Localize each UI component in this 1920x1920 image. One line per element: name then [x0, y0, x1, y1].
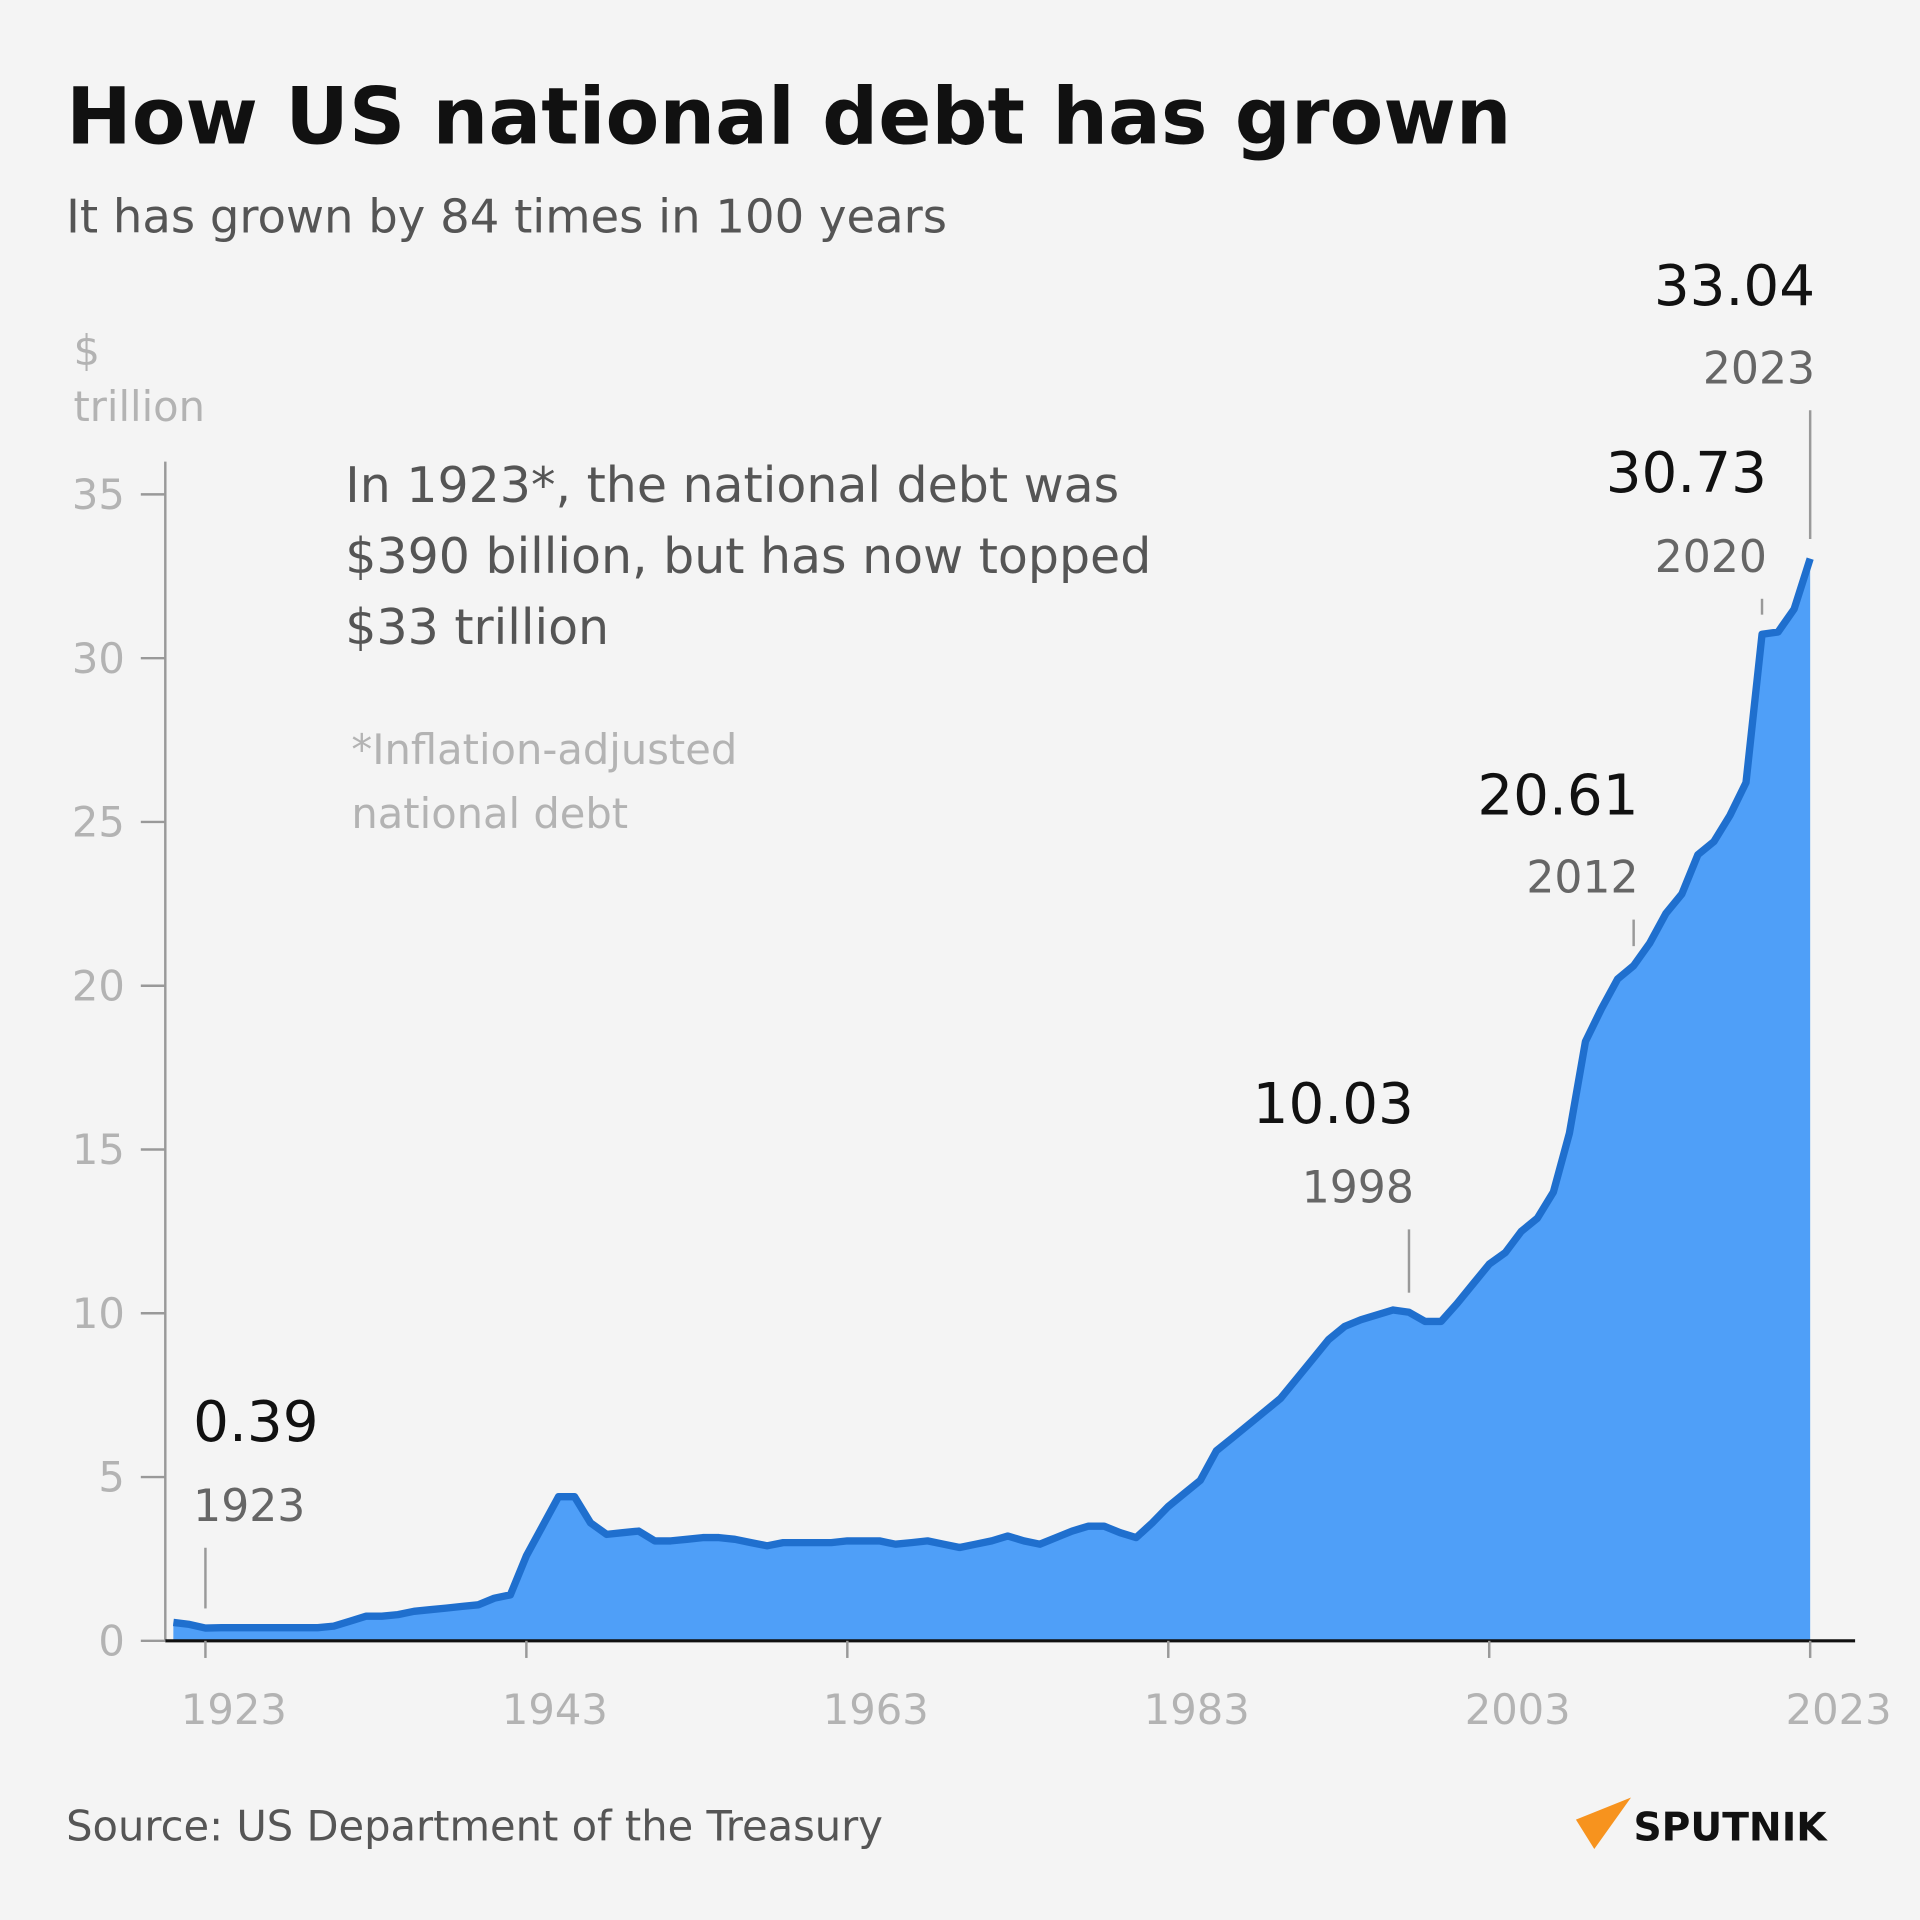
y-tick-label: 35	[72, 470, 125, 519]
x-tick-label: 1983	[1144, 1685, 1250, 1734]
y-tick-label: 15	[72, 1125, 125, 1174]
annotation-value: 0.39	[193, 1390, 318, 1455]
y-tick-label: 25	[72, 798, 125, 847]
note: $390 billion, but has now topped	[345, 528, 1151, 585]
footnote: *Inflation-adjusted	[351, 725, 737, 774]
chart-title: How US national debt has grown	[66, 71, 1511, 162]
y-tick-label: 10	[72, 1289, 125, 1338]
x-tick-label: 1963	[823, 1685, 929, 1734]
y-tick-label: 30	[72, 634, 125, 683]
x-tick-label: 2023	[1786, 1685, 1892, 1734]
annotation-value: 30.73	[1606, 441, 1767, 506]
brand-icon	[1575, 1797, 1632, 1849]
y-axis-label: $	[73, 326, 99, 375]
x-tick-label: 1923	[181, 1685, 287, 1734]
chart-subtitle: It has grown by 84 times in 100 years	[66, 190, 947, 244]
note: $33 trillion	[345, 599, 609, 656]
y-axis-label: trillion	[73, 382, 205, 431]
y-tick-label: 20	[72, 961, 125, 1010]
annotation-year: 2012	[1526, 853, 1638, 904]
source: Source: US Department of the Treasury	[66, 1801, 883, 1850]
area	[173, 558, 1811, 1641]
annotation-value: 10.03	[1253, 1072, 1414, 1137]
footnote: national debt	[351, 789, 628, 838]
annotation-value: 33.04	[1654, 254, 1815, 319]
annotation-year: 2023	[1703, 343, 1815, 394]
annotation-year: 1923	[193, 1481, 305, 1532]
brand: SPUTNIK	[1633, 1805, 1828, 1850]
x-tick-label: 2003	[1465, 1685, 1571, 1734]
annotation-year: 2020	[1655, 532, 1767, 583]
line	[172, 557, 1814, 1632]
note: In 1923*, the national debt was	[345, 457, 1119, 514]
x-tick-label: 1943	[502, 1685, 608, 1734]
y-tick-label: 0	[98, 1617, 124, 1666]
y-tick-label: 5	[98, 1453, 124, 1502]
annotation-year: 1998	[1302, 1162, 1414, 1213]
annotation-value: 20.61	[1477, 763, 1638, 828]
